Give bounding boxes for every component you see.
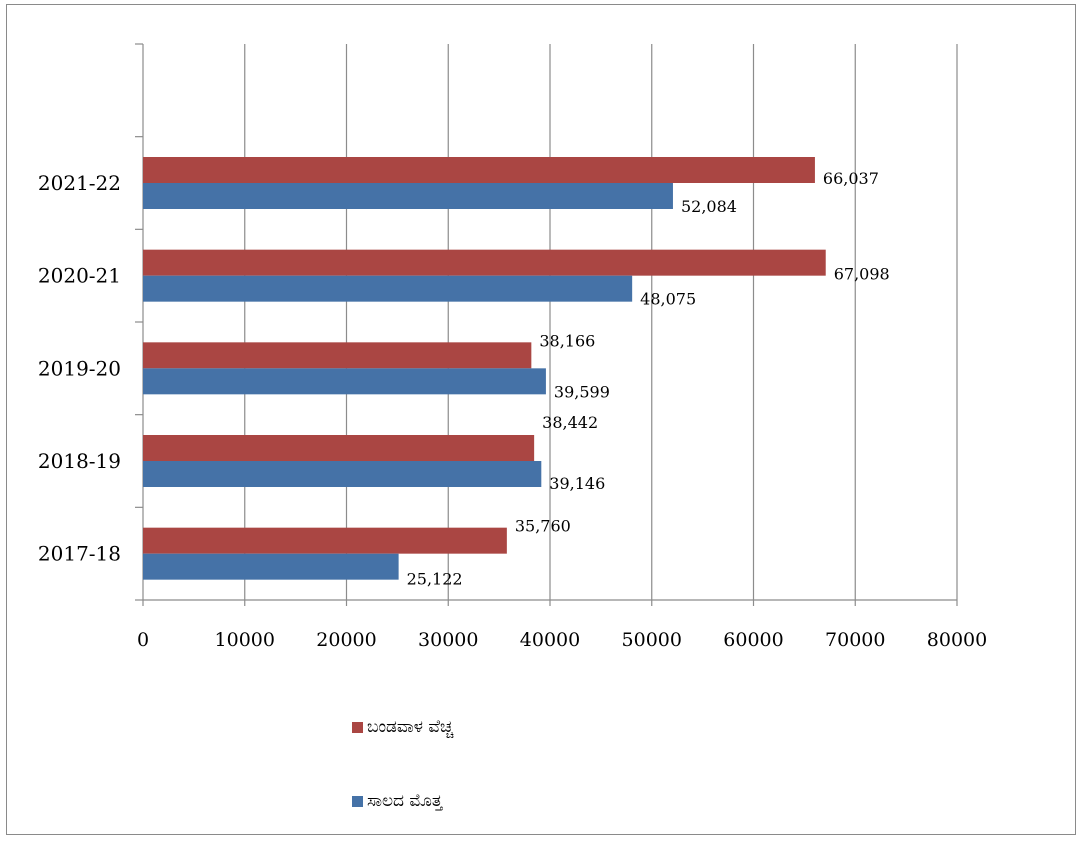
x-tick-label-50000: 50000 <box>622 629 682 651</box>
x-tick-label-30000: 30000 <box>418 629 478 651</box>
legend-swatch-loan-amount <box>352 795 363 807</box>
data-label-capital-expenditure-2019-20: 38,166 <box>539 331 595 350</box>
data-label-loan-amount-2021-22: 52,084 <box>681 197 737 216</box>
bar-loan-amount-2018-19 <box>143 461 542 487</box>
data-label-capital-expenditure-2020-21: 67,098 <box>834 265 890 284</box>
x-tick-label-40000: 40000 <box>520 629 580 651</box>
category-label-2020-21: 2020-21 <box>38 264 121 288</box>
x-tick-label-20000: 20000 <box>316 629 376 651</box>
bar-capital-expenditure-2019-20 <box>143 342 532 369</box>
x-tick-label-10000: 10000 <box>215 629 275 651</box>
category-label-2019-20: 2019-20 <box>38 356 121 380</box>
bar-loan-amount-2017-18 <box>143 553 399 580</box>
bar-loan-amount-2019-20 <box>143 368 546 395</box>
data-label-capital-expenditure-2017-18: 35,760 <box>515 517 571 536</box>
data-label-loan-amount-2018-19: 39,146 <box>549 474 605 493</box>
x-tick-label-80000: 80000 <box>927 629 987 651</box>
data-label-loan-amount-2019-20: 39,599 <box>554 382 610 401</box>
category-label-2021-22: 2021-22 <box>38 171 121 195</box>
data-label-capital-expenditure-2018-19: 38,442 <box>542 413 598 432</box>
bar-capital-expenditure-2018-19 <box>143 435 535 461</box>
x-tick-label-0: 0 <box>137 629 149 651</box>
data-label-loan-amount-2017-18: 25,122 <box>407 570 463 589</box>
data-label-loan-amount-2020-21: 48,075 <box>640 290 696 309</box>
data-label-capital-expenditure-2021-22: 66,037 <box>823 169 879 188</box>
bar-loan-amount-2021-22 <box>143 183 673 209</box>
x-tick-label-70000: 70000 <box>825 629 885 651</box>
bar-loan-amount-2020-21 <box>143 275 633 302</box>
bar-capital-expenditure-2021-22 <box>143 157 815 183</box>
legend-item-capital-expenditure: ಬಂಡವಾಳ ವೆಚ್ಚ <box>352 717 453 737</box>
legend-item-loan-amount: ಸಾಲದ ಮೊತ್ತ <box>352 791 442 811</box>
legend-swatch-capital-expenditure <box>352 721 363 733</box>
legend-label-capital-expenditure: ಬಂಡವಾಳ ವೆಚ್ಚ <box>367 717 454 737</box>
x-tick-label-60000: 60000 <box>723 629 783 651</box>
bar-capital-expenditure-2020-21 <box>143 249 826 276</box>
bar-capital-expenditure-2017-18 <box>143 527 507 554</box>
legend-label-loan-amount: ಸಾಲದ ಮೊತ್ತ <box>367 791 443 811</box>
category-label-2017-18: 2017-18 <box>38 542 121 566</box>
category-label-2018-19: 2018-19 <box>38 449 121 473</box>
chart-frame <box>6 4 1076 835</box>
